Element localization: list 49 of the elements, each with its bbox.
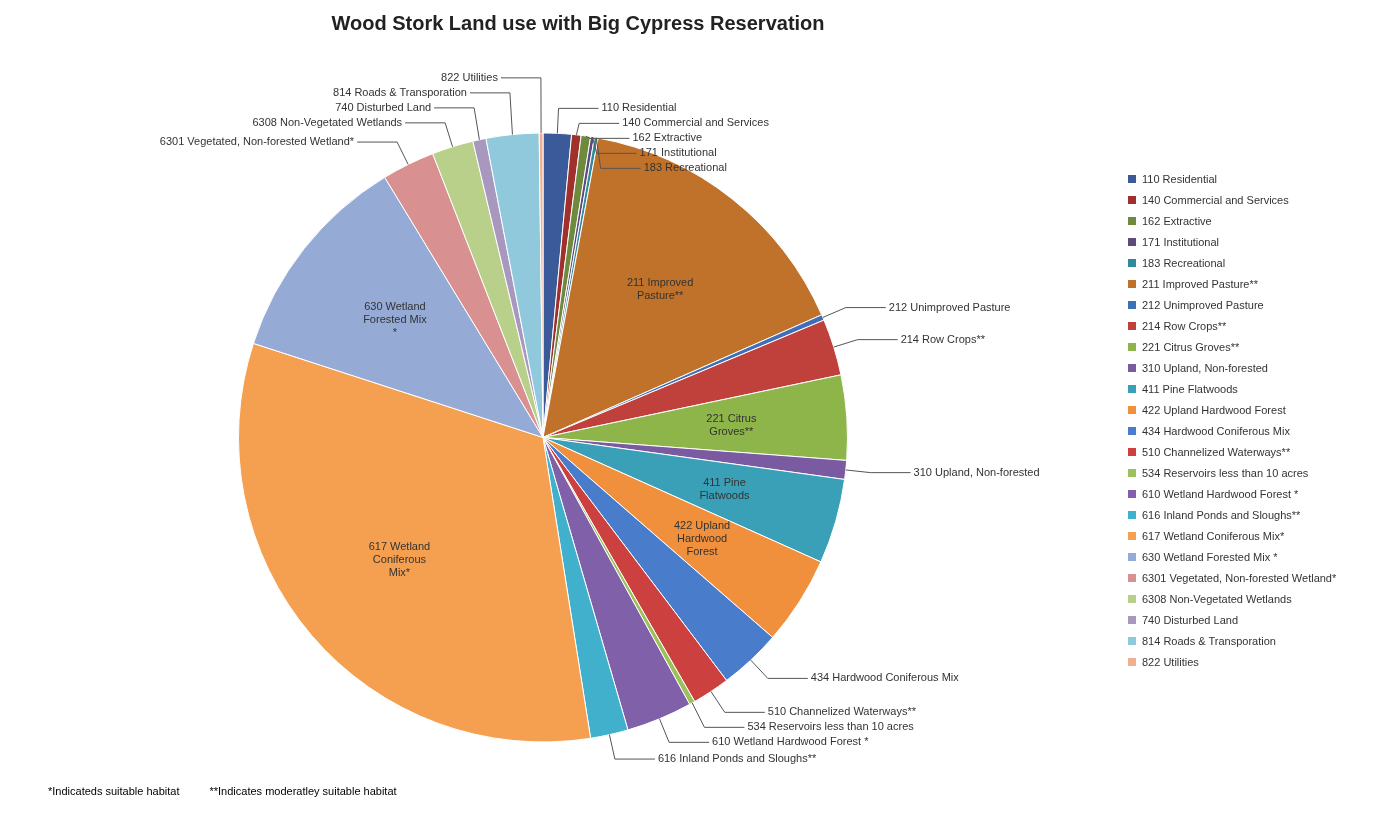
legend-label: 822 Utilities [1142,655,1199,668]
legend-label: 214 Row Crops** [1142,319,1227,332]
legend-label: 171 Institutional [1142,235,1220,248]
legend-label: 6301 Vegetated, Non-forested Wetland* [1142,571,1337,584]
legend-label: 211 Improved Pasture** [1142,277,1258,290]
legend-label: 411 Pine Flatwoods [1142,382,1238,395]
slice-label: 6308 Non-Vegetated Wetlands [252,115,403,128]
slice-label: 214 Row Crops** [900,332,986,345]
legend-label: 221 Citrus Groves** [1142,340,1240,353]
slice-label: 422 Upland Hardwood Forest [673,519,731,558]
slice-label: 310 Upland, Non-forested [913,465,1040,478]
legend-label: 510 Channelized Waterways** [1142,445,1291,458]
legend-label: 630 Wetland Forested Mix * [1142,550,1278,563]
slice-label: 434 Hardwood Coniferous Mix [810,671,960,684]
legend-label: 616 Inland Ponds and Sloughs** [1142,508,1301,521]
chart-title: Wood Stork Land use with Big Cypress Reservation [330,11,826,35]
legend-label: 6308 Non-Vegetated Wetlands [1142,592,1292,605]
legend-label: 212 Unimproved Pasture [1142,298,1264,311]
legend-label: 162 Extractive [1142,214,1212,227]
legend-label: 422 Upland Hardwood Forest [1142,403,1286,416]
legend-label: 434 Hardwood Coniferous Mix [1142,424,1290,437]
slice-label: 534 Reservoirs less than 10 acres [747,720,915,733]
slice-label: 212 Unimproved Pasture [888,300,1011,313]
legend-label: 183 Recreational [1142,256,1226,269]
slice-label: 740 Disturbed Land [335,100,432,113]
slice-label: 110 Residential [601,101,677,114]
legend-label: 534 Reservoirs less than 10 acres [1142,466,1309,479]
slice-label: 162 Extractive [632,131,703,144]
legend-label: 110 Residential [1142,172,1218,185]
text: *Indicateds suitable habitat [48,785,180,797]
slice-label: 221 Citrus Groves** [706,411,757,437]
slice-label: 510 Channelized Waterways** [767,705,917,718]
slice-label: 6301 Vegetated, Non-forested Wetland* [159,135,355,148]
legend-label: 310 Upland, Non-forested [1142,361,1268,374]
text: **Indicates moderatley suitable habitat [209,785,397,797]
slice-label: 211 Improved Pasture** [626,275,694,301]
legend-label: 140 Commercial and Services [1142,193,1289,206]
slice-label: 411 Pine Flatwoods [699,476,751,502]
legend-label: 610 Wetland Hardwood Forest * [1142,487,1299,500]
slice-label: 814 Roads & Transporation [333,85,467,98]
slice-label: 822 Utilities [441,70,499,83]
slice-label: 617 Wetland Coniferous Mix* [368,540,431,579]
slice-label: 140 Commercial and Services [622,116,770,129]
legend-label: 814 Roads & Transporation [1142,634,1276,647]
slice-label: 630 Wetland Forested Mix * [363,300,428,339]
slice-label: 616 Inland Ponds and Sloughs** [657,752,817,765]
slice-label: 610 Wetland Hardwood Forest * [712,735,870,748]
legend-label: 617 Wetland Coniferous Mix* [1142,529,1285,542]
legend-label: 740 Disturbed Land [1142,613,1239,626]
